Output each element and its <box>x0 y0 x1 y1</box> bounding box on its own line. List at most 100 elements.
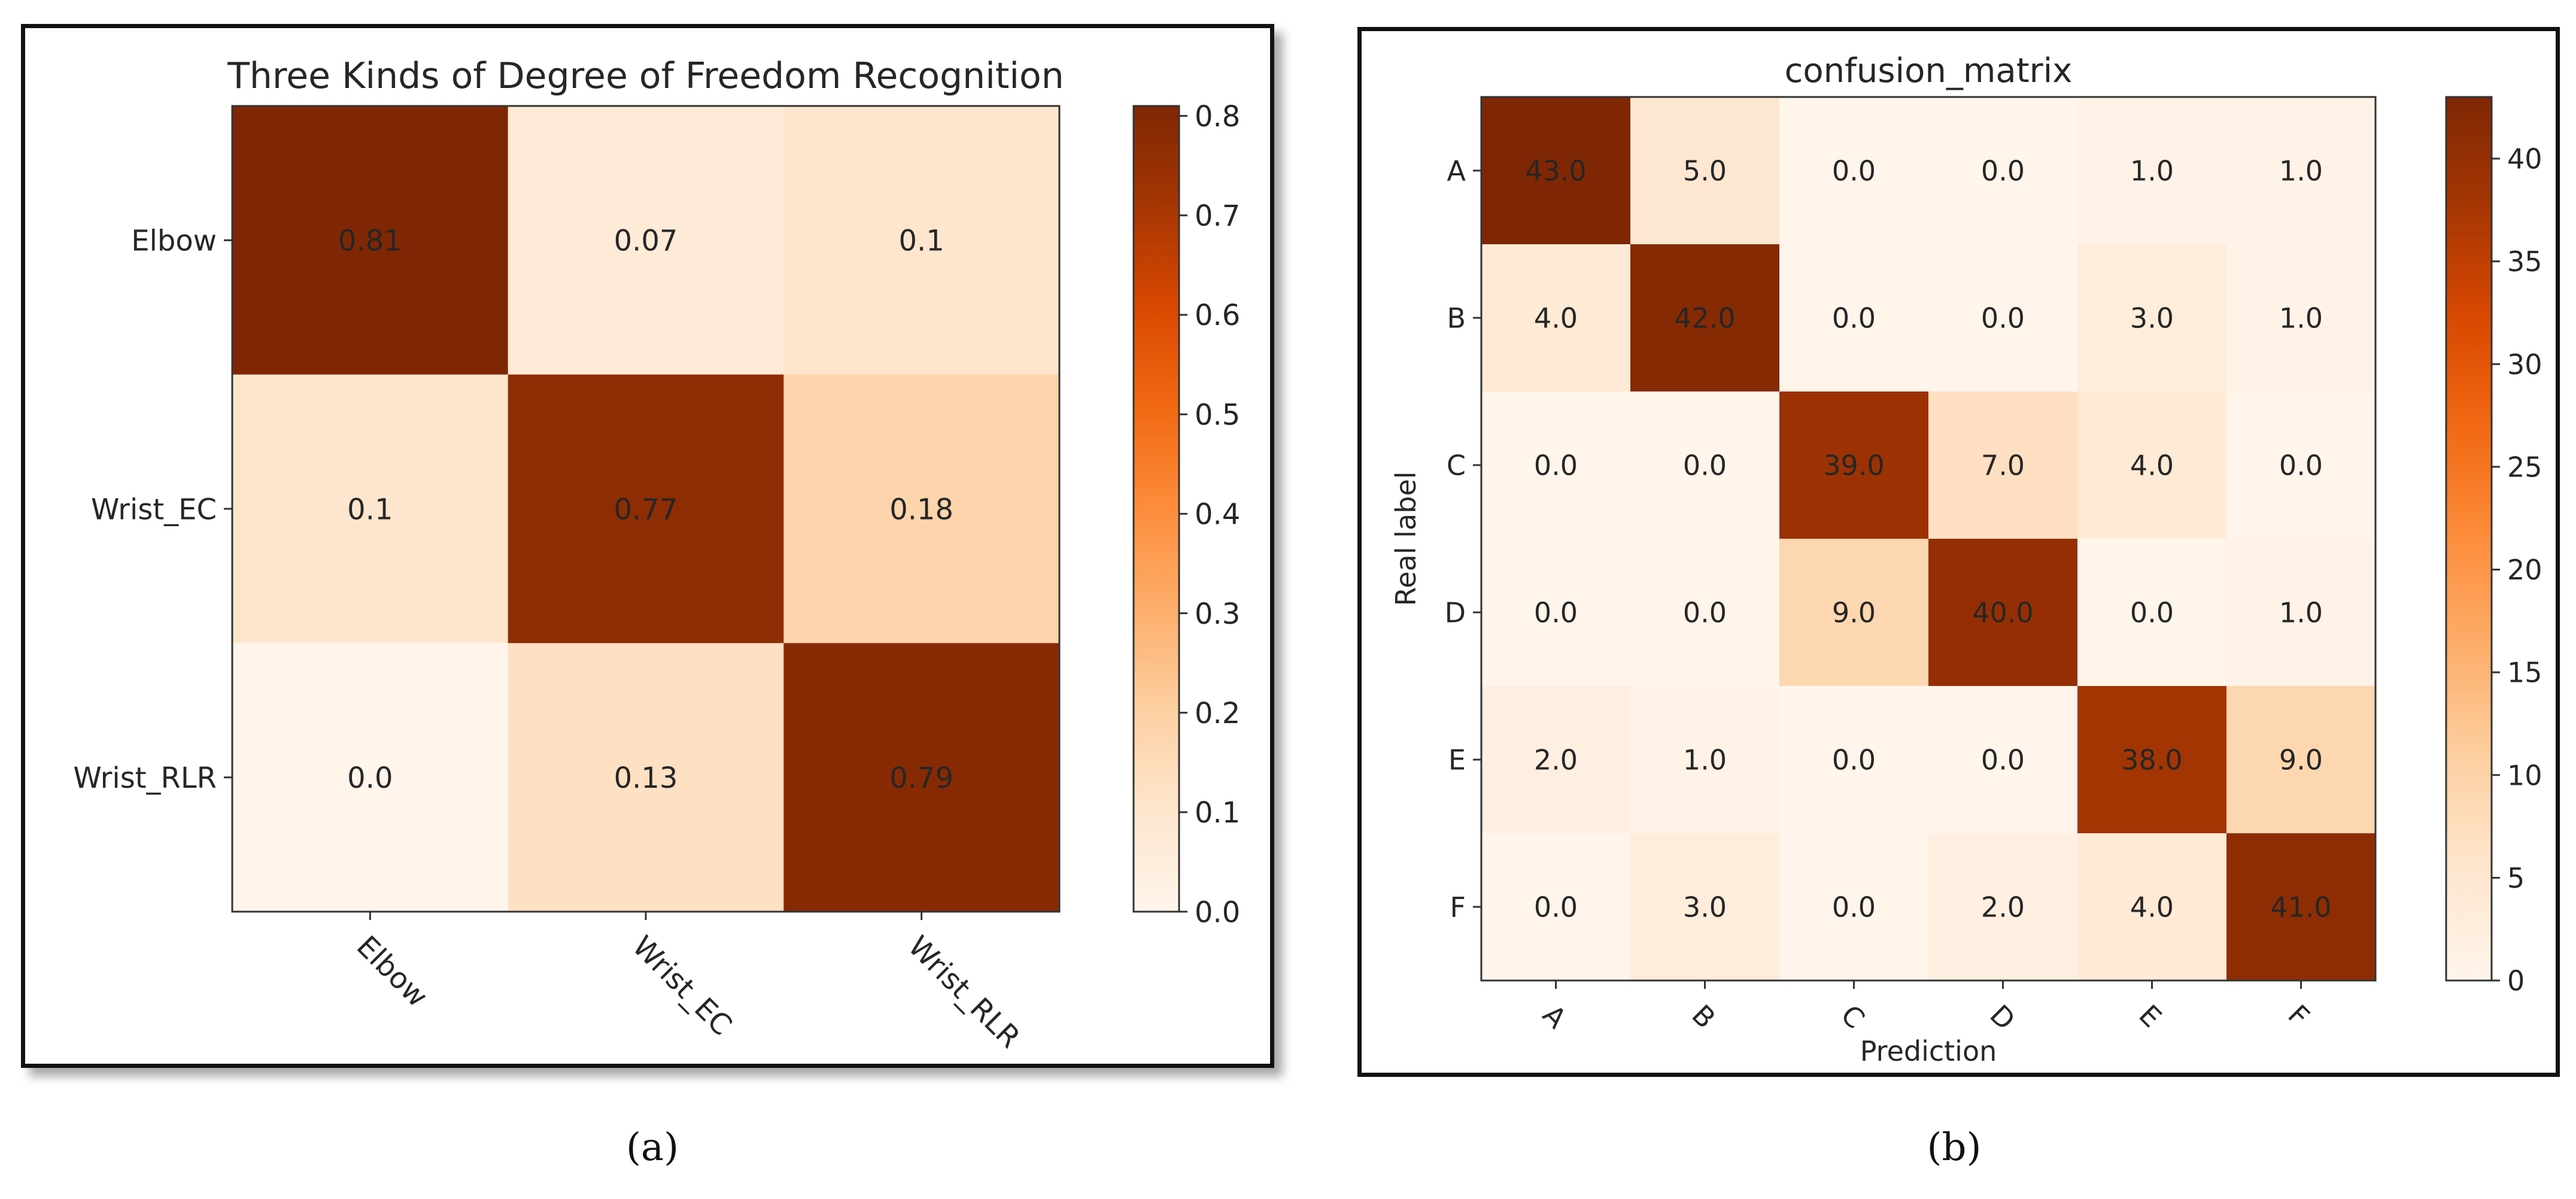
chart-b-xtick-label-1: B <box>1685 998 1722 1035</box>
chart-b-cell-4-4 <box>2077 686 2227 834</box>
chart-b-value-label-5-1: 3.0 <box>1683 891 1727 924</box>
chart-b-cell-3-2 <box>1779 539 1929 687</box>
chart-b-value-label-3-3: 40.0 <box>1972 597 2033 629</box>
chart-a-cbar-tick-label-8: 0.8 <box>1195 100 1240 133</box>
chart-a-value-label-2-1: 0.13 <box>614 761 678 795</box>
chart-b-cell-3-1 <box>1630 539 1780 687</box>
chart-a-xtick-label-2: Wrist_RLR <box>901 930 1026 1055</box>
chart-b-cell-0-4 <box>2077 97 2227 245</box>
chart-b-value-label-2-0: 0.0 <box>1534 450 1578 482</box>
chart-b-value-label-0-1: 5.0 <box>1683 155 1727 187</box>
chart-b-value-label-5-3: 2.0 <box>1981 891 2025 924</box>
chart-a-value-label-0-0: 0.81 <box>338 224 402 258</box>
chart-b-value-label-0-3: 0.0 <box>1981 155 2025 187</box>
chart-b-value-label-0-2: 0.0 <box>1832 155 1876 187</box>
chart-b-value-label-2-3: 7.0 <box>1981 450 2025 482</box>
chart-b-cell-2-0 <box>1481 391 1631 539</box>
chart-b-value-label-2-1: 0.0 <box>1683 450 1727 482</box>
caption-a: (a) <box>625 1125 679 1170</box>
chart-a-cbar-tick-label-7: 0.7 <box>1195 199 1240 233</box>
chart-b-cell-3-0 <box>1481 539 1631 687</box>
chart-a-cbar-tick-label-1: 0.1 <box>1195 796 1240 830</box>
chart-b-cell-3-3 <box>1928 539 2078 687</box>
chart-a-xtick-label-0: Elbow <box>350 930 435 1014</box>
chart-a-cbar-tick-label-0: 0.0 <box>1195 896 1240 929</box>
chart-b-cell-2-1 <box>1630 391 1780 539</box>
chart-b-value-label-3-4: 0.0 <box>2130 597 2174 629</box>
chart-b-cell-1-0 <box>1481 244 1631 392</box>
chart-a-cbar-tick-label-6: 0.6 <box>1195 299 1240 332</box>
chart-a-value-label-0-2: 0.1 <box>898 224 944 258</box>
chart-b-cbar-tick-label-6: 30 <box>2507 348 2542 381</box>
chart-b-xtick-label-3: D <box>1983 998 2021 1036</box>
chart-a-value-label-1-0: 0.1 <box>347 493 393 526</box>
chart-b-xlabel: Prediction <box>1860 1035 1997 1067</box>
chart-b-value-label-3-0: 0.0 <box>1534 597 1578 629</box>
chart-b-value-label-1-4: 3.0 <box>2130 302 2174 335</box>
chart-a-cbar-tick-label-5: 0.5 <box>1195 398 1240 432</box>
chart-a-ytick-label-0: Elbow <box>131 224 217 258</box>
chart-b-cell-5-4 <box>2077 833 2227 981</box>
chart-b-cbar-tick-label-3: 15 <box>2507 657 2542 689</box>
chart-a-value-label-1-1: 0.77 <box>614 493 678 526</box>
chart-b-value-label-2-5: 0.0 <box>2279 450 2323 482</box>
panel-b-confusion-matrix: confusion_matrix 43.0 5.0 0.0 0.0 1.0 1.0 4.0 42… <box>1357 27 2560 1077</box>
caption-b: (b) <box>1927 1125 1982 1170</box>
chart-b-cell-1-2 <box>1779 244 1929 392</box>
chart-b-cbar-tick-label-0: 0 <box>2507 965 2525 997</box>
chart-b-value-label-3-1: 0.0 <box>1683 597 1727 629</box>
chart-b-value-label-2-4: 4.0 <box>2130 450 2174 482</box>
chart-a-cell-1-1 <box>508 374 784 643</box>
chart-b-value-label-3-2: 9.0 <box>1832 597 1876 629</box>
chart-b-cell-4-0 <box>1481 686 1631 834</box>
chart-b-xtick-label-2: C <box>1834 998 1871 1035</box>
chart-a-value-label-2-0: 0.0 <box>347 761 393 795</box>
chart-b-svg: confusion_matrix 43.0 5.0 0.0 0.0 1.0 1.0 4.0 42… <box>1390 51 2542 1067</box>
chart-b-ytick-label-4: E <box>1448 744 1466 776</box>
chart-b-value-label-0-4: 1.0 <box>2130 155 2174 187</box>
chart-b-cbar-tick-label-8: 40 <box>2507 143 2542 175</box>
chart-b-cell-4-3 <box>1928 686 2078 834</box>
panel-a-degree-of-freedom: Three Kinds of Degree of Freedom Recogni… <box>21 24 1274 1068</box>
chart-b-value-label-5-2: 0.0 <box>1832 891 1876 924</box>
chart-b-ytick-label-5: F <box>1450 891 1466 924</box>
chart-a-ytick-label-1: Wrist_EC <box>91 493 217 526</box>
chart-a-cbar-tick-label-2: 0.2 <box>1195 697 1240 730</box>
chart-b-cell-0-0 <box>1481 97 1631 245</box>
chart-b-value-label-4-5: 9.0 <box>2279 744 2323 776</box>
chart-a-cell-0-0 <box>232 106 509 375</box>
chart-b-cell-5-5 <box>2226 833 2376 981</box>
chart-b-cbar-tick-label-4: 20 <box>2507 554 2542 586</box>
chart-b-cell-1-1 <box>1630 244 1780 392</box>
chart-b-value-label-0-0: 43.0 <box>1525 155 1586 187</box>
chart-b-xtick-label-4: E <box>2133 998 2168 1034</box>
chart-b-xtick-label-0: A <box>1536 998 1573 1035</box>
chart-b-cell-2-2 <box>1779 391 1929 539</box>
chart-b-value-label-5-5: 41.0 <box>2270 891 2331 924</box>
chart-b-cbar-tick-label-7: 35 <box>2507 245 2542 278</box>
chart-a-value-label-2-2: 0.79 <box>889 761 953 795</box>
chart-b-cell-2-4 <box>2077 391 2227 539</box>
chart-a-cell-1-0 <box>232 374 509 643</box>
chart-a-value-label-0-1: 0.07 <box>614 224 678 258</box>
chart-b-value-label-4-0: 2.0 <box>1534 744 1578 776</box>
chart-b-value-label-0-5: 1.0 <box>2279 155 2323 187</box>
chart-b-cell-0-3 <box>1928 97 2078 245</box>
chart-b-title: confusion_matrix <box>1785 51 2073 90</box>
chart-b-value-label-4-1: 1.0 <box>1683 744 1727 776</box>
chart-b-ytick-label-0: A <box>1447 155 1466 187</box>
chart-b-cell-1-5 <box>2226 244 2376 392</box>
chart-b-cell-4-1 <box>1630 686 1780 834</box>
chart-a-ytick-label-2: Wrist_RLR <box>73 761 217 795</box>
chart-a-cbar-tick-label-4: 0.4 <box>1195 498 1240 532</box>
chart-b-cell-0-5 <box>2226 97 2376 245</box>
chart-b-cell-5-2 <box>1779 833 1929 981</box>
chart-b-value-label-2-2: 39.0 <box>1823 450 1884 482</box>
chart-a-cell-2-1 <box>508 643 784 912</box>
chart-b-value-label-1-0: 4.0 <box>1534 302 1578 335</box>
chart-b-cell-4-5 <box>2226 686 2376 834</box>
chart-b-value-label-5-4: 4.0 <box>2130 891 2174 924</box>
chart-b-value-label-1-3: 0.0 <box>1981 302 2025 335</box>
chart-a-xtick-label-1: Wrist_EC <box>626 930 739 1042</box>
chart-b-cell-1-3 <box>1928 244 2078 392</box>
